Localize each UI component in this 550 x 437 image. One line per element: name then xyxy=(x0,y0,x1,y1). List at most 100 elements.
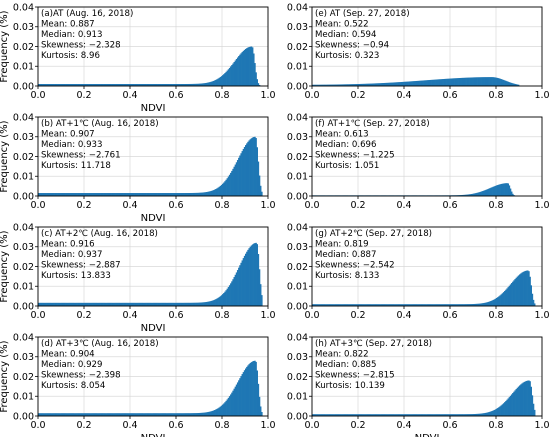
x-tick-label: 0.6 xyxy=(168,90,183,101)
histogram-bar xyxy=(468,77,470,86)
histogram-bar xyxy=(491,77,493,86)
histogram-bar xyxy=(86,413,88,416)
histogram-bar xyxy=(136,193,139,196)
histogram-bar xyxy=(529,276,531,306)
x-tick-label: 0.8 xyxy=(488,90,503,101)
histogram-bar xyxy=(508,285,511,306)
stats-annotation-line: Kurtosis: 1.051 xyxy=(315,161,379,171)
histogram-bar xyxy=(351,304,353,306)
stats-annotation-line: Skewness: −2.761 xyxy=(41,151,121,161)
histogram-bar xyxy=(436,304,438,306)
histogram-bar xyxy=(219,296,222,306)
y-tick-label: 0.03 xyxy=(287,22,308,33)
histogram-bar xyxy=(49,84,51,86)
histogram-bar xyxy=(140,302,142,306)
histogram-bar xyxy=(66,193,69,196)
histogram-bar xyxy=(398,414,400,416)
histogram-bar xyxy=(361,83,363,86)
histogram-bar xyxy=(508,82,511,86)
x-axis-title: NDVI xyxy=(141,323,166,334)
histogram-bar xyxy=(243,49,246,86)
histogram-bar xyxy=(195,302,198,306)
histogram-bar xyxy=(118,84,120,86)
histogram-bar xyxy=(176,84,178,86)
histogram-bar xyxy=(487,412,490,416)
histogram-bar xyxy=(381,304,383,306)
histogram-bar xyxy=(162,193,164,196)
histogram-bar xyxy=(156,84,158,86)
histogram-bar xyxy=(86,84,88,86)
histogram-bar xyxy=(171,84,173,86)
histogram-bar xyxy=(127,413,130,416)
histogram-bar xyxy=(120,84,123,86)
histogram-bar xyxy=(208,191,210,196)
x-tick-label: 0.4 xyxy=(122,310,137,321)
histogram-bar xyxy=(218,407,221,416)
histogram-bar xyxy=(125,84,127,86)
histogram-bar xyxy=(165,302,168,306)
histogram-bar xyxy=(478,77,481,86)
histogram-bar xyxy=(236,270,239,306)
histogram-bar xyxy=(386,304,389,306)
histogram-bar xyxy=(425,414,428,416)
histogram-bar xyxy=(320,84,322,86)
histogram-bar xyxy=(85,193,87,196)
histogram-bar xyxy=(119,193,122,196)
histogram-bar xyxy=(322,304,324,306)
histogram-bar xyxy=(48,84,50,86)
histogram-bar xyxy=(458,78,460,86)
histogram-bar xyxy=(81,193,84,196)
histogram-bar xyxy=(116,193,118,196)
histogram-bar xyxy=(371,83,374,86)
histogram-bar xyxy=(329,304,331,306)
histogram-bar xyxy=(130,193,132,196)
x-tick-label: 0.8 xyxy=(488,310,503,321)
histogram-bar xyxy=(450,304,452,306)
histogram-bar xyxy=(51,302,54,306)
histogram-bar xyxy=(499,406,501,416)
stats-annotation-line: Median: 0.913 xyxy=(41,30,103,40)
x-tick-label: 0.2 xyxy=(76,420,91,431)
histogram-bar xyxy=(241,260,244,306)
histogram-bar xyxy=(330,84,332,86)
histogram-bar xyxy=(232,63,234,86)
histogram-bar xyxy=(390,414,392,416)
histogram-bar xyxy=(498,296,500,306)
histogram-bar xyxy=(482,303,484,306)
histogram-bar xyxy=(500,405,503,416)
histogram-bar xyxy=(216,298,218,306)
histogram-bar xyxy=(412,304,414,306)
x-tick-label: 0.4 xyxy=(122,90,137,101)
histogram-bar xyxy=(84,413,86,416)
histogram-bar xyxy=(367,304,369,306)
histogram-bar xyxy=(109,84,111,86)
histogram-bar xyxy=(149,413,152,416)
histogram-bar xyxy=(188,302,191,306)
y-tick-label: 0.00 xyxy=(287,191,308,202)
histogram-bar xyxy=(476,192,478,196)
histogram-bar xyxy=(420,80,422,86)
histogram-bars xyxy=(38,46,262,86)
histogram-bar xyxy=(389,414,391,416)
histogram-bar xyxy=(184,84,186,86)
histogram-bar xyxy=(64,302,66,306)
x-axis-title: NDVI xyxy=(141,213,166,224)
histogram-bar xyxy=(410,81,413,86)
histogram-bar xyxy=(47,413,49,416)
histogram-bar xyxy=(241,151,244,196)
histogram-bar xyxy=(359,304,361,306)
histogram-bar xyxy=(89,193,92,196)
histogram-bar xyxy=(224,291,226,306)
histogram-bar xyxy=(494,185,497,196)
histogram-bar xyxy=(332,414,335,416)
histogram-bar xyxy=(209,191,211,196)
histogram-bar xyxy=(478,303,481,306)
histogram-bar xyxy=(184,193,186,196)
histogram-bar xyxy=(484,412,486,416)
histogram-bar xyxy=(110,413,112,416)
histogram-bar xyxy=(345,304,347,306)
histogram-bar xyxy=(59,413,62,416)
histogram-bar xyxy=(158,302,161,306)
histogram-bar xyxy=(135,193,138,196)
histogram-bar xyxy=(46,413,48,416)
